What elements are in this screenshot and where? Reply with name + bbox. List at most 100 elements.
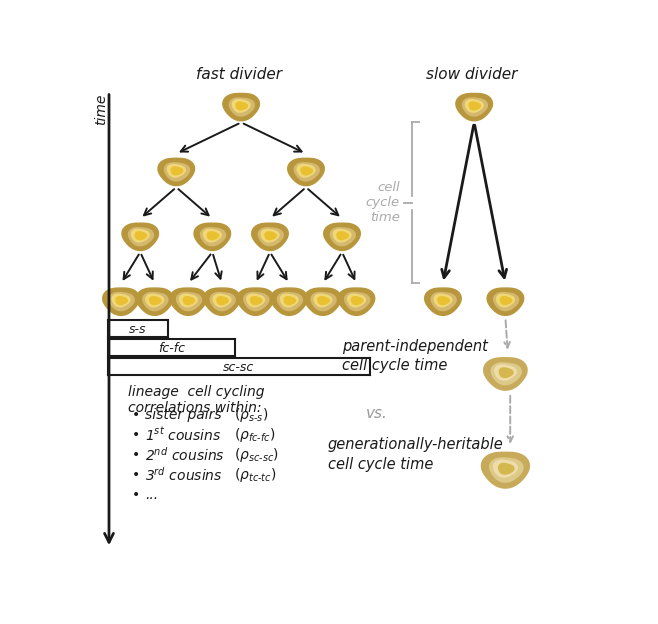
Polygon shape xyxy=(238,288,274,315)
Polygon shape xyxy=(491,363,522,386)
Polygon shape xyxy=(145,293,164,308)
Polygon shape xyxy=(200,227,226,246)
Polygon shape xyxy=(170,288,207,315)
Text: ($\rho_{sc\text{-}sc}$): ($\rho_{sc\text{-}sc}$) xyxy=(234,446,279,464)
Polygon shape xyxy=(300,166,313,175)
Polygon shape xyxy=(236,101,248,110)
Text: lineage  cell cycling
correlations within:: lineage cell cycling correlations within… xyxy=(128,385,265,415)
Polygon shape xyxy=(305,288,341,315)
Polygon shape xyxy=(347,293,366,308)
Polygon shape xyxy=(424,288,461,315)
Text: 1$^{st}$ cousins: 1$^{st}$ cousins xyxy=(145,426,221,444)
Polygon shape xyxy=(111,293,131,308)
Polygon shape xyxy=(430,292,457,311)
Polygon shape xyxy=(462,97,488,117)
Text: vs.: vs. xyxy=(366,406,388,421)
Polygon shape xyxy=(338,288,374,315)
Polygon shape xyxy=(499,367,514,378)
Polygon shape xyxy=(288,158,324,185)
Polygon shape xyxy=(134,231,147,240)
Polygon shape xyxy=(179,293,198,308)
Polygon shape xyxy=(496,293,515,308)
Polygon shape xyxy=(170,166,184,175)
Polygon shape xyxy=(223,94,259,120)
Polygon shape xyxy=(271,288,307,315)
Text: time: time xyxy=(94,94,108,125)
Text: s-s: s-s xyxy=(129,323,147,336)
Polygon shape xyxy=(232,99,251,113)
Polygon shape xyxy=(115,296,128,305)
Polygon shape xyxy=(351,296,363,305)
Polygon shape xyxy=(142,292,168,311)
Polygon shape xyxy=(246,293,265,308)
Polygon shape xyxy=(252,223,288,250)
Polygon shape xyxy=(465,99,484,113)
Polygon shape xyxy=(243,292,270,311)
Text: fast divider: fast divider xyxy=(195,67,282,82)
Polygon shape xyxy=(297,164,316,178)
Polygon shape xyxy=(277,292,303,311)
Polygon shape xyxy=(468,101,481,110)
Text: slow divider: slow divider xyxy=(426,67,517,82)
Polygon shape xyxy=(213,293,232,308)
Polygon shape xyxy=(313,293,332,308)
Text: 2$^{nd}$ cousins: 2$^{nd}$ cousins xyxy=(145,446,225,464)
Polygon shape xyxy=(487,288,524,315)
Polygon shape xyxy=(493,459,518,478)
Polygon shape xyxy=(131,228,150,243)
Polygon shape xyxy=(136,288,173,315)
Polygon shape xyxy=(128,227,154,246)
Text: ...: ... xyxy=(145,489,158,502)
Polygon shape xyxy=(261,228,280,243)
Text: •: • xyxy=(132,468,140,482)
Polygon shape xyxy=(284,296,296,305)
Polygon shape xyxy=(434,293,453,308)
Polygon shape xyxy=(265,231,277,240)
Polygon shape xyxy=(293,162,320,182)
Polygon shape xyxy=(324,223,360,250)
Polygon shape xyxy=(103,288,139,315)
Text: sister pairs: sister pairs xyxy=(145,407,222,422)
Polygon shape xyxy=(311,292,337,311)
Polygon shape xyxy=(164,162,190,182)
Text: generationally-heritable
cell cycle time: generationally-heritable cell cycle time xyxy=(328,437,503,472)
Text: parent-independent
cell cycle time: parent-independent cell cycle time xyxy=(342,339,488,373)
Polygon shape xyxy=(122,223,159,250)
Polygon shape xyxy=(207,231,219,240)
Polygon shape xyxy=(494,364,517,381)
Polygon shape xyxy=(456,94,492,120)
Polygon shape xyxy=(250,296,263,305)
Polygon shape xyxy=(482,452,529,488)
Polygon shape xyxy=(498,462,515,475)
Text: ($\rho_{tc\text{-}tc}$): ($\rho_{tc\text{-}tc}$) xyxy=(234,466,276,484)
Text: •: • xyxy=(132,428,140,442)
Polygon shape xyxy=(336,231,349,240)
Polygon shape xyxy=(344,292,370,311)
Text: •: • xyxy=(132,448,140,462)
Polygon shape xyxy=(330,227,356,246)
Text: cell
cycle
time: cell cycle time xyxy=(366,182,399,225)
Text: ($\rho_{fc\text{-}fc}$): ($\rho_{fc\text{-}fc}$) xyxy=(234,426,276,444)
Text: •: • xyxy=(132,489,140,502)
Polygon shape xyxy=(257,227,284,246)
Polygon shape xyxy=(182,296,195,305)
Polygon shape xyxy=(484,358,527,390)
Text: fc-fc: fc-fc xyxy=(158,342,185,355)
Polygon shape xyxy=(209,292,236,311)
Polygon shape xyxy=(203,228,222,243)
Text: 3$^{rd}$ cousins: 3$^{rd}$ cousins xyxy=(145,466,222,484)
Polygon shape xyxy=(149,296,162,305)
Polygon shape xyxy=(332,228,351,243)
Polygon shape xyxy=(499,296,513,305)
Polygon shape xyxy=(194,223,230,250)
Text: ($\rho_{s\text{-}s}$): ($\rho_{s\text{-}s}$) xyxy=(234,406,268,424)
Polygon shape xyxy=(317,296,330,305)
Polygon shape xyxy=(437,296,450,305)
Polygon shape xyxy=(216,296,229,305)
Polygon shape xyxy=(166,164,186,178)
Polygon shape xyxy=(229,97,255,117)
Text: •: • xyxy=(132,407,140,422)
Text: sc-sc: sc-sc xyxy=(223,361,255,374)
Polygon shape xyxy=(489,457,524,483)
Polygon shape xyxy=(109,292,135,311)
